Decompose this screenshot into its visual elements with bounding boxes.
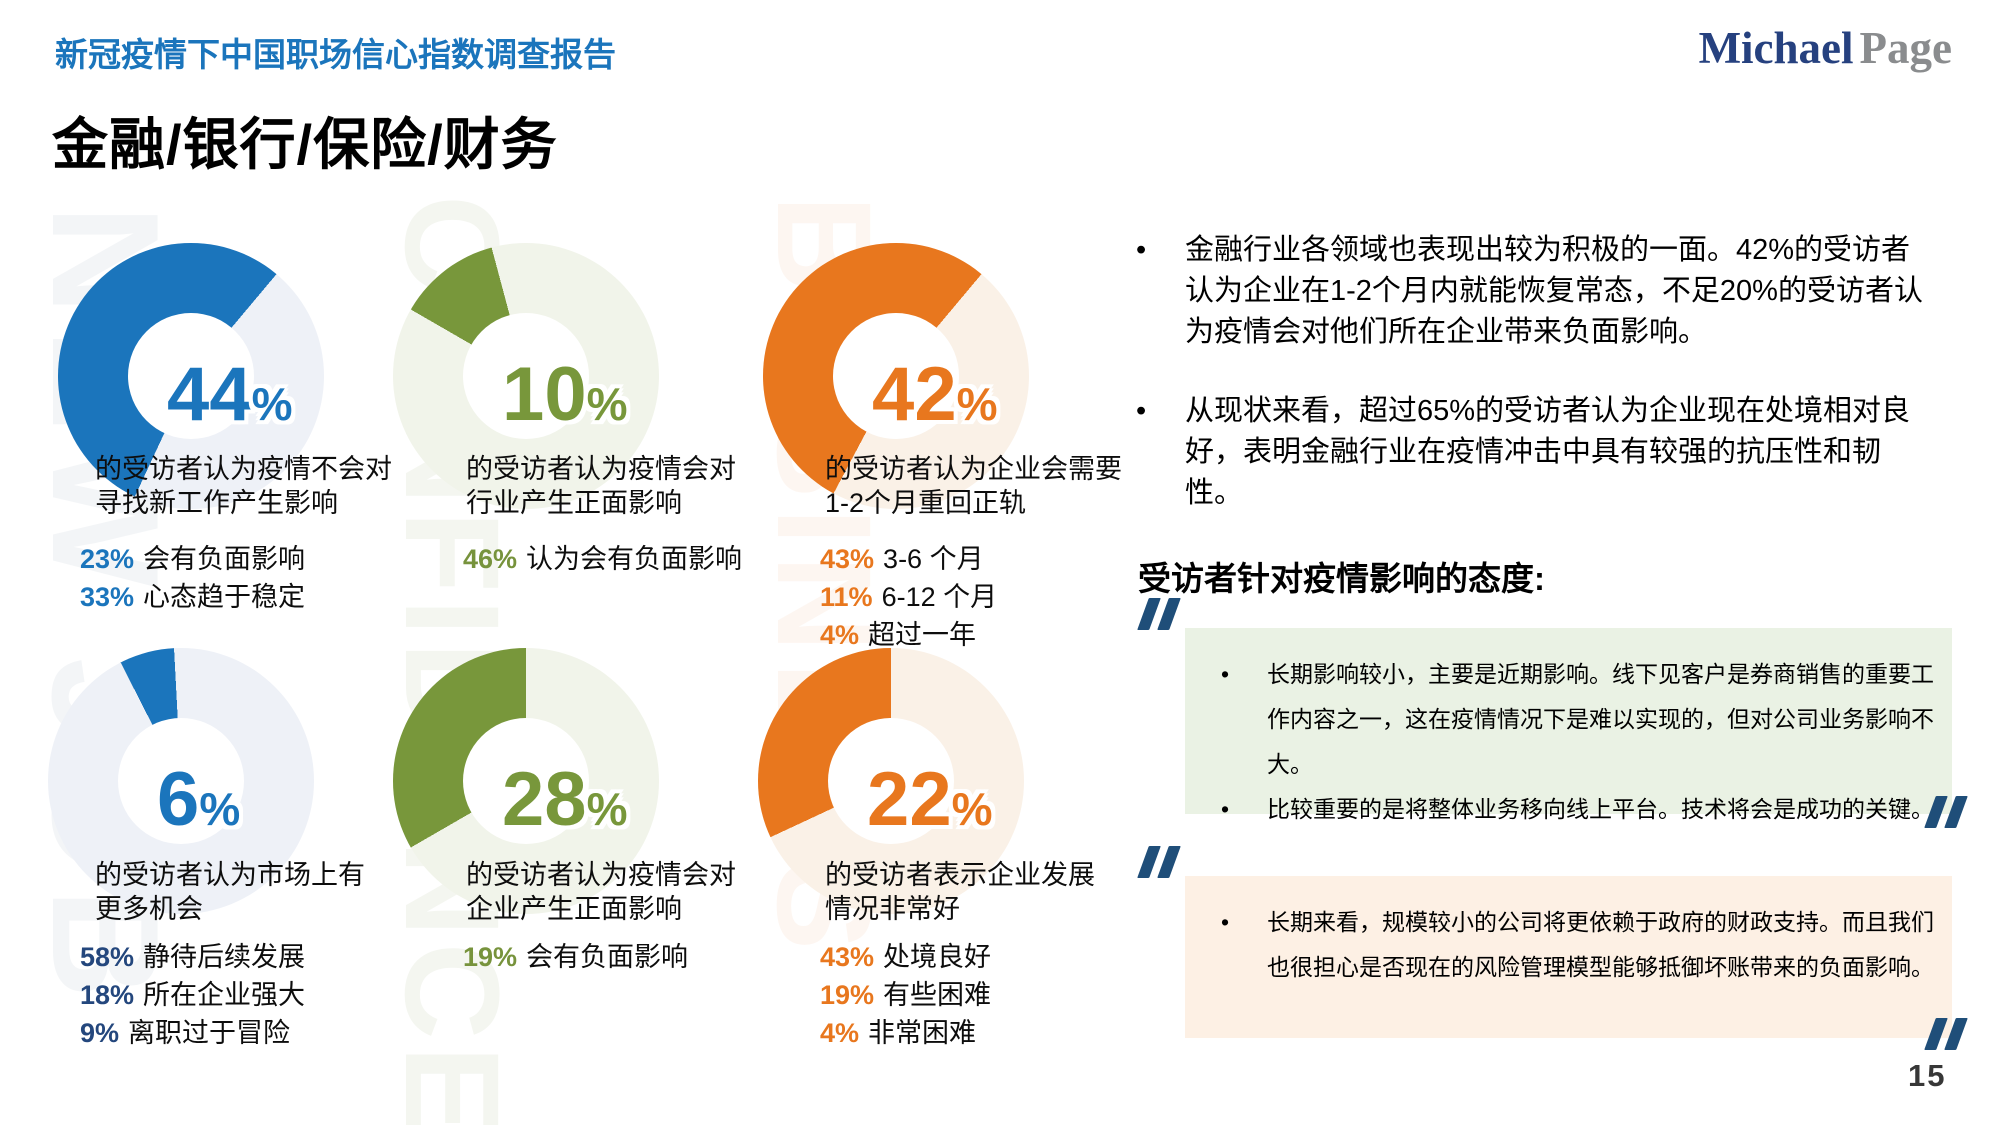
donut-chart-new-job: 44% [58, 243, 324, 509]
quote-close-icon [1924, 796, 1968, 830]
stat-line: 19% 有些困难 [820, 980, 992, 1010]
quote-item: 长期影响较小，主要是近期影响。线下见客户是券商销售的重要工作内容之一，这在疫情情… [1185, 652, 1934, 787]
quote-item: 长期来看，规模较小的公司将更依赖于政府的财政支持。而且我们也很担心是否现在的风险… [1185, 900, 1934, 990]
stat-line: 33% 心态趋于稳定 [80, 582, 306, 612]
michael-page-logo: Michael Page [1699, 22, 1952, 74]
insight-item: 金融行业各领域也表现出较为积极的一面。42%的受访者认为企业在1-2个月内就能恢… [1130, 230, 1930, 353]
donut-hole [463, 313, 589, 439]
donut-hole [463, 718, 589, 844]
quote-open-icon [1137, 846, 1181, 880]
quote-open-icon [1137, 598, 1181, 632]
stat-line: 4% 超过一年 [820, 620, 977, 650]
page-title: 金融/银行/保险/财务 [52, 113, 558, 176]
page-number: 15 [1908, 1058, 1947, 1093]
stat-line: 43% 3-6 个月 [820, 544, 984, 574]
attitude-heading: 受访者针对疫情影响的态度: [1138, 560, 1545, 597]
stat-line: 46% 认为会有负面影响 [463, 544, 743, 574]
report-title: 新冠疫情下中国职场信心指数调查报告 [55, 36, 616, 73]
stat-line: 23% 会有负面影响 [80, 544, 306, 574]
insights-list: 金融行业各领域也表现出较为积极的一面。42%的受访者认为企业在1-2个月内就能恢… [1130, 230, 1930, 552]
donut-hole [833, 313, 959, 439]
donut-chart-company-positive: 28% [393, 648, 659, 914]
logo-text-michael: Michael [1698, 23, 1854, 73]
donut-value: 22% [867, 757, 993, 843]
donut-chart-industry-positive: 10% [393, 243, 659, 509]
donut-chart-back-to-normal: 42% [763, 243, 1029, 509]
quote-box-orange: 长期来看，规模较小的公司将更依赖于政府的财政支持。而且我们也很担心是否现在的风险… [1185, 876, 1952, 1038]
stat-sublist: 46% 认为会有负面影响 [463, 540, 742, 578]
stat-sublist: 19% 会有负面影响 [463, 938, 688, 976]
stat-line: 4% 非常困难 [820, 1018, 977, 1048]
stat-sublist: 58% 静待后续发展 18% 所在企业强大 9% 离职过于冒险 [80, 938, 305, 1052]
donut-chart-company-status: 22% [758, 648, 1024, 914]
quote-close-icon [1924, 1018, 1968, 1052]
stat-line: 58% 静待后续发展 [80, 942, 306, 972]
stat-desc: 的受访者认为市场上有 更多机会 [95, 860, 365, 924]
stat-line: 9% 离职过于冒险 [80, 1018, 291, 1048]
logo-text-page: Page [1859, 23, 1952, 73]
stat-desc: 的受访者表示企业发展 情况非常好 [825, 860, 1095, 924]
stat-sublist: 43% 处境良好 19% 有些困难 4% 非常困难 [820, 938, 991, 1052]
stat-line: 43% 处境良好 [820, 942, 992, 972]
quote-box-green: 长期影响较小，主要是近期影响。线下见客户是券商销售的重要工作内容之一，这在疫情情… [1185, 628, 1952, 832]
stat-desc: 的受访者认为企业会需要 1-2个月重回正轨 [825, 454, 1122, 518]
donut-value: 28% [502, 757, 628, 843]
quote-item: 比较重要的是将整体业务移向线上平台。技术将会是成功的关键。 [1185, 787, 1934, 832]
donut-hole [128, 313, 254, 439]
stat-desc: 的受访者认为疫情会对 行业产生正面影响 [466, 454, 736, 518]
donut-value: 42% [872, 352, 998, 438]
donut-hole [118, 718, 244, 844]
stat-line: 11% 6-12 个月 [820, 582, 998, 612]
donut-hole [828, 718, 954, 844]
stat-desc: 的受访者认为疫情不会对 寻找新工作产生影响 [95, 454, 392, 518]
stat-line: 18% 所在企业强大 [80, 980, 306, 1010]
donut-value: 6% [157, 757, 241, 843]
stat-desc: 的受访者认为疫情会对 企业产生正面影响 [466, 860, 736, 924]
stat-line: 19% 会有负面影响 [463, 942, 689, 972]
donut-value: 44% [167, 352, 293, 438]
stat-sublist: 23% 会有负面影响 33% 心态趋于稳定 [80, 540, 305, 616]
insight-item: 从现状来看，超过65%的受访者认为企业现在处境相对良好，表明金融行业在疫情冲击中… [1130, 391, 1930, 514]
donut-value: 10% [502, 352, 628, 438]
donut-chart-more-opportunities: 6% [48, 648, 314, 914]
stat-sublist: 43% 3-6 个月 11% 6-12 个月 4% 超过一年 [820, 540, 997, 654]
